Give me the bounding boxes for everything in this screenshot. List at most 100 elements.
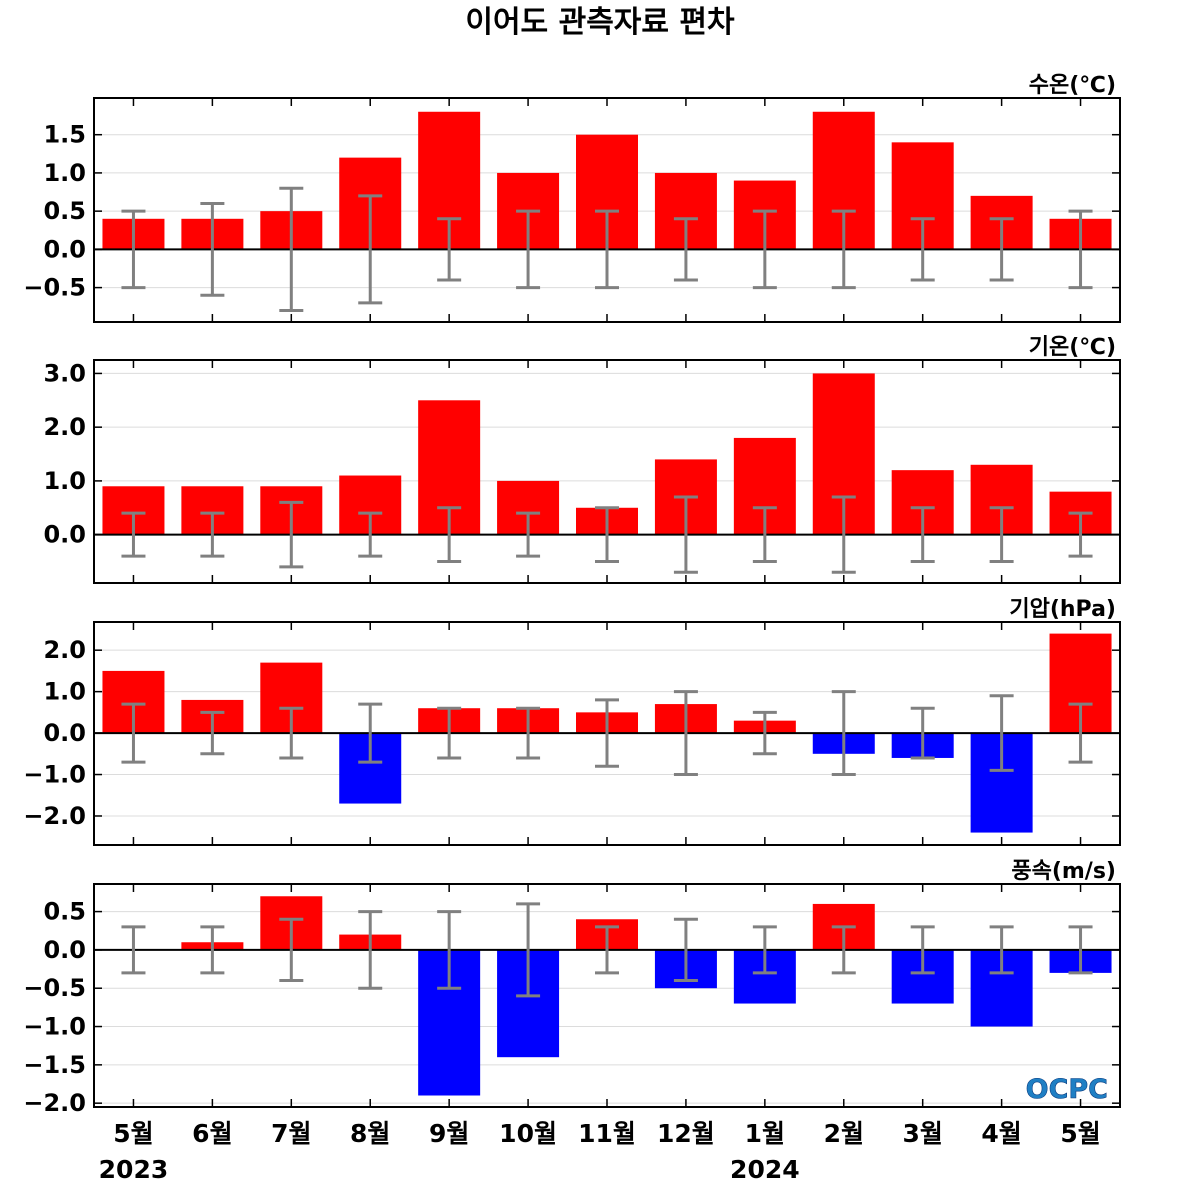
error-bar (989, 506, 1014, 564)
x-tick-label: 10월 (499, 1119, 557, 1148)
y-tick-label: −0.5 (23, 974, 86, 1002)
ocpc-logo: OCPC (1026, 1074, 1108, 1105)
x-tick-label: 1월 (745, 1119, 785, 1148)
error-bar (358, 910, 383, 990)
panel-3: 2.0 1.0 0.0 −1.0 −2.0 기압(hPa) (23, 597, 1121, 846)
y-tick-label: −0.5 (23, 274, 86, 302)
x-tick-label: 8월 (350, 1119, 390, 1148)
error-bar (121, 511, 146, 558)
y-tick-label: 1.0 (43, 678, 86, 706)
error-bar (516, 902, 541, 998)
error-bar (279, 706, 304, 760)
error-bar (831, 925, 856, 975)
panel-title: 기압(hPa) (1009, 597, 1116, 622)
x-tick-label: 7월 (271, 1119, 311, 1148)
error-bar (200, 710, 225, 756)
error-bar (358, 194, 383, 305)
error-bar (516, 511, 541, 558)
y-tick-label: −2.0 (23, 1089, 86, 1117)
error-bar (831, 690, 856, 777)
error-bar (437, 506, 462, 564)
panel-title: 기온(℃) (1029, 335, 1116, 360)
error-bar (673, 917, 698, 983)
error-bar (752, 710, 777, 756)
error-bar (358, 702, 383, 764)
x-tick-label: 6월 (192, 1119, 232, 1148)
error-bar (121, 209, 146, 290)
error-bar (200, 925, 225, 975)
y-tick-label: 0.5 (43, 898, 86, 926)
error-bar (1068, 511, 1093, 558)
error-bar (279, 500, 304, 569)
error-bar (752, 506, 777, 564)
plot-frame (93, 883, 1121, 1108)
error-bar (437, 706, 462, 760)
error-bar (989, 694, 1014, 772)
y-tick-label: 0.0 (43, 235, 86, 263)
error-bar (910, 506, 935, 564)
error-bar (279, 917, 304, 983)
error-bar (910, 706, 935, 760)
y-tick-label: −1.0 (23, 761, 86, 789)
error-bar (121, 702, 146, 764)
panel-title: 수온(℃) (1029, 73, 1116, 98)
error-bar (673, 495, 698, 574)
x-tick-label: 9월 (429, 1119, 469, 1148)
error-bar (673, 690, 698, 777)
x-tick-label: 5월 (1060, 1119, 1100, 1148)
y-tick-label: −1.0 (23, 1013, 86, 1041)
error-bar (752, 209, 777, 290)
error-bar (1068, 702, 1093, 764)
y-tick-label: 1.0 (43, 467, 86, 495)
year-label: 2024 (730, 1155, 800, 1184)
x-axis-labels: 5월 6월 7월 8월 9월 10월 11월 12월 1월 2월 3월 4월 5월 2023 2024 (99, 1119, 1101, 1184)
error-bar (1068, 925, 1093, 975)
chart-title: 이어도 관측자료 편차 (465, 5, 735, 40)
error-bar (831, 209, 856, 290)
error-bar (200, 202, 225, 297)
error-bar (121, 925, 146, 975)
x-tick-label: 4월 (981, 1119, 1021, 1148)
y-tick-label: 0.5 (43, 197, 86, 225)
error-bar (831, 495, 856, 574)
x-tick-label: 3월 (902, 1119, 942, 1148)
x-tick-label: 5월 (113, 1119, 153, 1148)
panel-title: 풍속(m/s) (1011, 859, 1116, 884)
error-bar (437, 910, 462, 990)
panel-4: 0.5 0.0 −0.5 −1.0 −1.5 −2.0 풍속(m/s) (23, 859, 1121, 1117)
y-tick-label: 3.0 (43, 359, 86, 387)
y-tick-label: 0.0 (43, 521, 86, 549)
x-tick-label: 2월 (824, 1119, 864, 1148)
error-bar (200, 511, 225, 558)
error-bar (989, 217, 1014, 282)
error-bar (595, 925, 619, 975)
error-bar (358, 511, 383, 558)
y-tick-label: 2.0 (43, 636, 86, 664)
error-bar (595, 506, 619, 564)
error-bar (595, 698, 619, 768)
error-bar (910, 925, 935, 975)
error-bar (516, 706, 541, 760)
error-bar (673, 217, 698, 282)
panel-2: 3.0 2.0 1.0 0.0 기온(℃) (43, 335, 1121, 584)
panel-1: 1.5 1.0 0.5 0.0 −0.5 수온(℃) (23, 73, 1121, 323)
y-tick-label: −2.0 (23, 802, 86, 830)
error-bar (910, 217, 935, 282)
error-bar (279, 186, 304, 313)
y-tick-label: 0.0 (43, 936, 86, 964)
y-tick-label: 1.0 (43, 159, 86, 187)
y-tick-label: 1.5 (43, 121, 86, 149)
x-tick-label: 12월 (657, 1119, 715, 1148)
x-tick-label: 11월 (578, 1119, 636, 1148)
y-tick-label: 2.0 (43, 413, 86, 441)
error-bar (989, 925, 1014, 975)
y-tick-label: −1.5 (23, 1051, 86, 1079)
error-bar (1068, 209, 1093, 290)
error-bar (595, 209, 619, 290)
y-tick-label: 0.0 (43, 719, 86, 747)
error-bar (437, 217, 462, 282)
error-bar (752, 925, 777, 975)
year-label: 2023 (99, 1155, 169, 1184)
error-bar (516, 209, 541, 290)
